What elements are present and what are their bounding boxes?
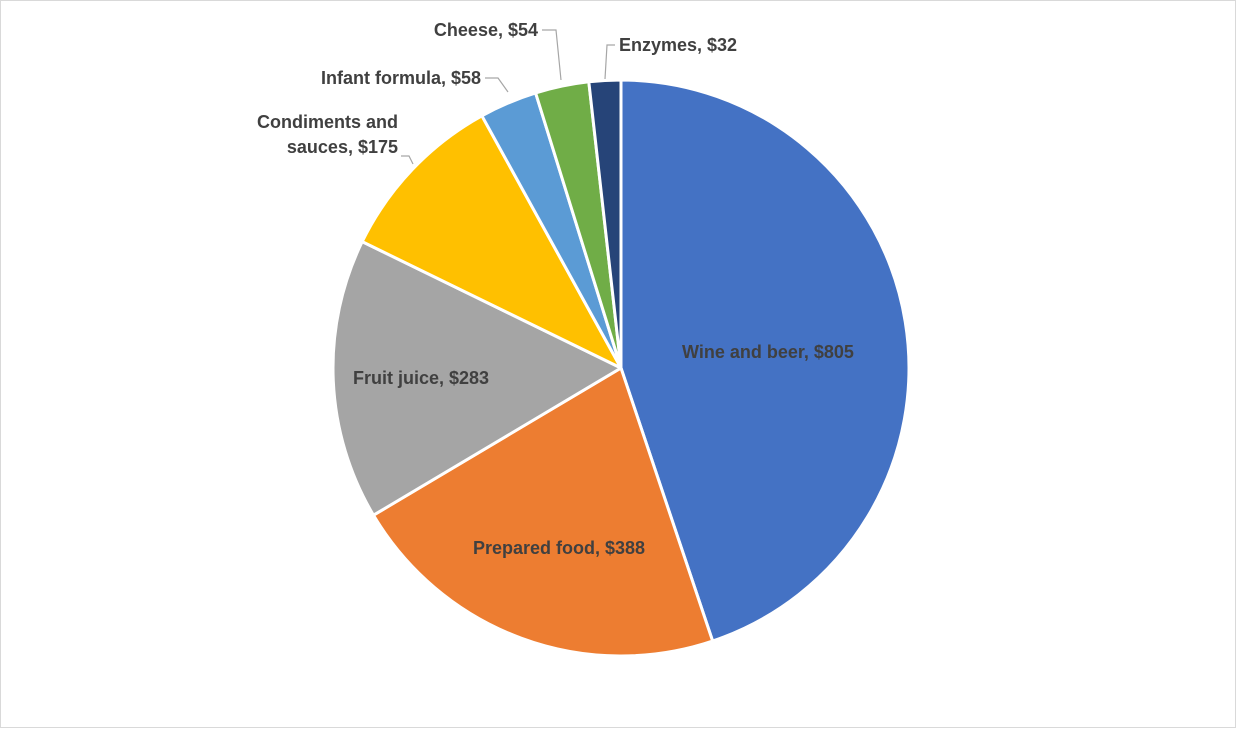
pie-slice-prepared-food xyxy=(371,366,715,658)
data-label-prepared-food: Prepared food, $388 xyxy=(473,538,645,558)
data-label-wine-and-beer: Wine and beer, $805 xyxy=(682,342,854,362)
data-label-infant-formula: Infant formula, $58 xyxy=(321,68,481,88)
data-label-enzymes: Enzymes, $32 xyxy=(619,35,737,55)
leader-line-condiments-and-sauces xyxy=(401,155,414,165)
pie-slice-condiments-and-sauces xyxy=(360,114,623,370)
pie-slices xyxy=(331,78,911,658)
leader-line-infant-formula xyxy=(485,77,509,93)
data-label-condiments-and-sauces: Condiments and sauces, $175 xyxy=(257,112,398,157)
data-label-cheese: Cheese, $54 xyxy=(434,20,538,40)
data-label-fruit-juice: Fruit juice, $283 xyxy=(353,368,489,388)
leader-line-enzymes xyxy=(604,44,615,80)
leader-line-cheese xyxy=(542,29,562,81)
slice-labels: Wine and beer, $805 Prepared food, $388 Fr… xyxy=(257,20,854,558)
pie-slice-enzymes xyxy=(587,78,623,370)
pie-slice-wine-and-beer xyxy=(619,78,911,643)
pie-slice-fruit-juice xyxy=(331,240,623,517)
leader-lines xyxy=(401,29,615,165)
